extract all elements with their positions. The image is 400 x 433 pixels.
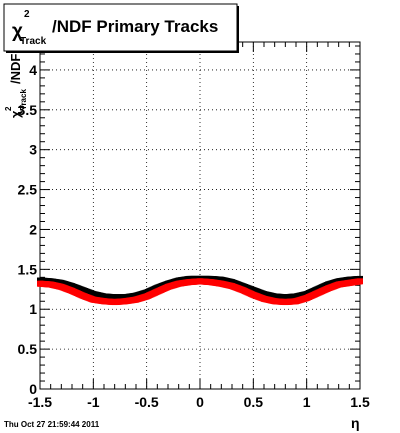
y-tick-label: 2.5 — [18, 182, 38, 198]
ylabel-subscript: Track — [19, 89, 28, 110]
y-tick-label: 1 — [29, 301, 37, 317]
x-tick-label: 1 — [303, 394, 311, 410]
chart-title: /NDF Primary Tracks — [52, 17, 218, 36]
y-tick-label: 4 — [29, 62, 37, 78]
grid-lines — [40, 42, 360, 389]
y-tick-label: 2 — [29, 221, 37, 237]
x-tick-label: -0.5 — [135, 394, 159, 410]
ylabel-superscript: 2 — [4, 106, 13, 111]
title-subscript: Track — [20, 36, 47, 47]
y-tick-label: 1.5 — [18, 261, 38, 277]
timestamp: Thu Oct 27 21:59:44 2011 — [4, 420, 100, 429]
x-tick-label: 0 — [196, 394, 204, 410]
ylabel-suffix: /NDF — [8, 54, 23, 84]
y-axis-title: χ 2 Track /NDF — [4, 54, 28, 118]
data-point — [357, 278, 363, 285]
ylabel-symbol: χ — [8, 110, 23, 118]
y-tick-label: 0.5 — [18, 341, 38, 357]
x-tick-label: 0.5 — [244, 394, 264, 410]
series-1 — [37, 278, 363, 306]
x-axis-title: η — [351, 415, 360, 431]
title-superscript: 2 — [24, 9, 30, 20]
x-tick-label: -1 — [87, 394, 100, 410]
title-box: χ 2 Track /NDF Primary Tracks — [3, 3, 239, 53]
data-points — [37, 275, 363, 306]
x-tick-label: -1.5 — [28, 394, 52, 410]
x-tick-label: 1.5 — [350, 394, 370, 410]
y-tick-label: 3.5 — [18, 102, 38, 118]
title-symbol: χ — [12, 21, 23, 42]
y-tick-label: 3 — [29, 142, 37, 158]
tick-labels: -1.5 -1 -0.5 0 0.5 1 1.5 0 0.5 1 1.5 2 2.5 3 3.5 4 — [18, 62, 370, 410]
y-tick-label: 0 — [29, 381, 37, 397]
